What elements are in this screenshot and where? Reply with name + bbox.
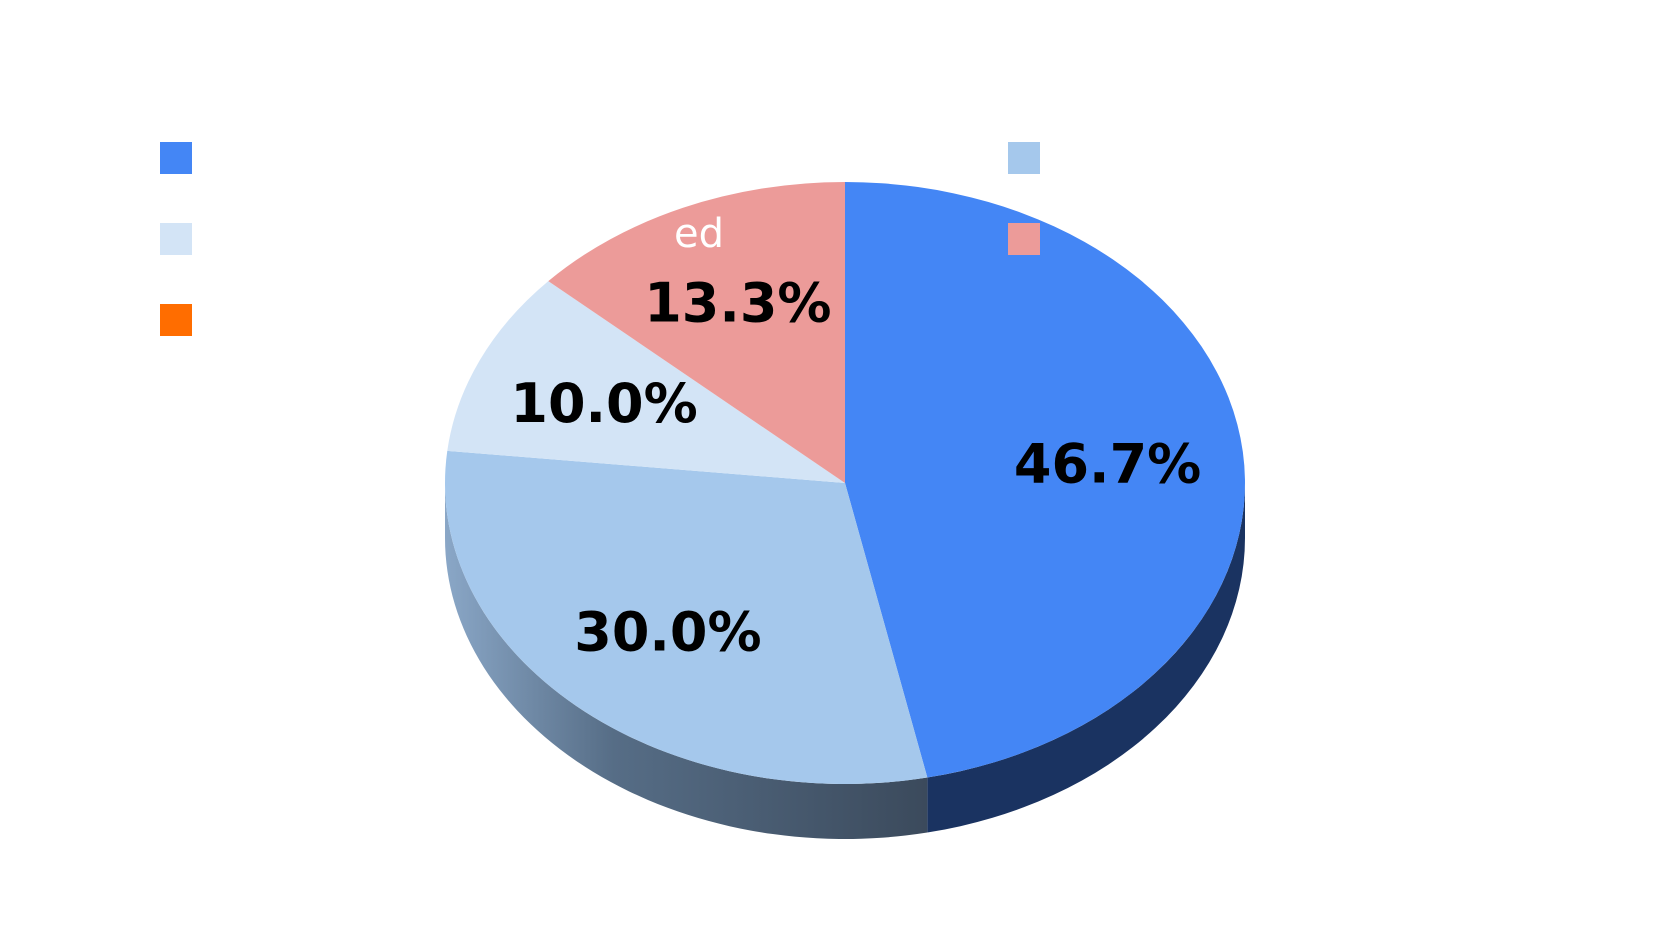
legend-marker-3 <box>160 223 192 255</box>
pie-slice-side-2 <box>445 483 928 839</box>
pie-slice-2 <box>445 450 928 784</box>
overlapping-label-fragment-layer: ed <box>674 211 724 257</box>
legend-marker-4 <box>1008 223 1040 255</box>
slice-percentage-labels: 46.7% 30.0% 10.0% 13.3% <box>510 271 1201 663</box>
legend-marker-5 <box>160 304 192 336</box>
pie-slices <box>445 182 1245 784</box>
pie-slice-3 <box>447 281 845 483</box>
slice-label-3: 10.0% <box>510 372 697 435</box>
legend-marker-2 <box>1008 142 1040 174</box>
legend-marker-1 <box>160 142 192 174</box>
slice-label-1: 46.7% <box>1014 432 1201 495</box>
pie-slice-4 <box>548 182 845 483</box>
legend <box>160 142 1040 336</box>
pie-slice-1 <box>845 182 1245 778</box>
slice-label-4: 13.3% <box>644 271 831 334</box>
pie-slice-side-1 <box>927 483 1245 833</box>
slice-label-2: 30.0% <box>574 600 761 663</box>
overlapping-label-fragment: ed <box>674 211 724 257</box>
pie-side-walls <box>445 483 1245 839</box>
